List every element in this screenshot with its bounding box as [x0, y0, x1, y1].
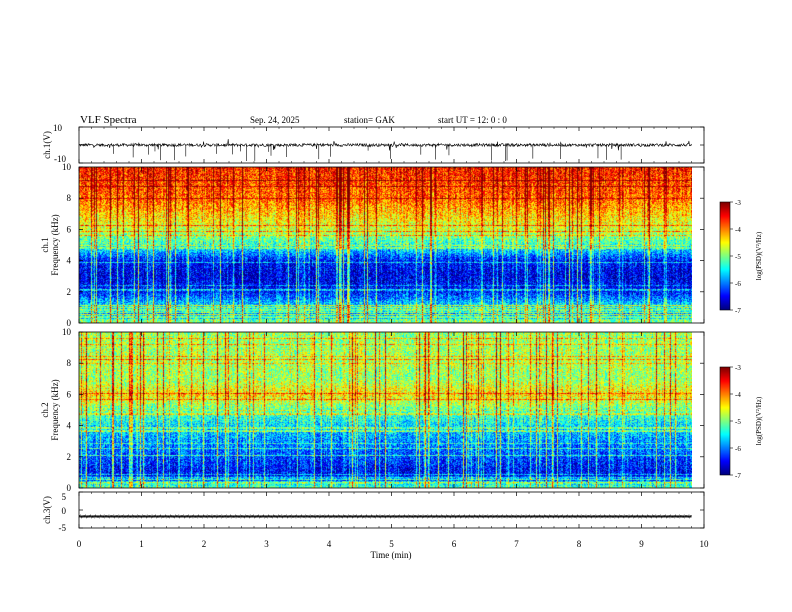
ch2-spec-ticks	[78, 331, 705, 489]
colorbar-tick-label: -6	[735, 280, 741, 288]
x-tick-label: 0	[77, 539, 82, 549]
ch3-waveform-panel: 5 0 -5 ch.3(V)	[42, 491, 705, 533]
ch1-spectrogram-panel: 0 2 4 6 8 10 ch.1 Frequency (kHz)	[40, 162, 705, 328]
ch2-spectrogram-image	[79, 332, 692, 488]
x-tick-label: 7	[514, 539, 519, 549]
spec-ytick-label: 4	[67, 421, 72, 431]
ch3-ytick-bottom: -5	[59, 523, 67, 533]
ch3-ytick-mid: 0	[62, 506, 67, 516]
ch1-spectrogram-image	[79, 167, 692, 323]
spec-ytick-label: 10	[62, 162, 72, 172]
x-axis-tick-labels: 0 1 2 3 4 5 6 7 8 9 10	[77, 539, 709, 549]
ch1-waveform-path	[79, 139, 692, 151]
ch2-spec-ylabel-frequency: Frequency (kHz)	[50, 379, 60, 440]
spec-ytick-label: 6	[67, 224, 72, 234]
station-label: station= GAK	[344, 115, 395, 125]
ch3-ylabel: ch.3(V)	[42, 496, 52, 524]
spec-ytick-label: 2	[67, 452, 72, 462]
ch3-waveform-line	[78, 514, 692, 519]
colorbar-tick-label: -3	[735, 364, 741, 372]
figure-title: VLF Spectra	[80, 114, 137, 126]
x-axis-label: Time (min)	[371, 550, 412, 560]
x-tick-label: 9	[639, 539, 644, 549]
ch1-spec-ticks	[78, 166, 705, 324]
x-tick-label: 8	[577, 539, 582, 549]
spec-ytick-label: 10	[62, 327, 72, 337]
spec-ytick-label: 0	[67, 483, 72, 493]
spec-ytick-label: 2	[67, 287, 72, 297]
x-tick-label: 3	[264, 539, 269, 549]
date-label: Sep. 24, 2025	[250, 115, 300, 125]
ch1-spec-ylabel-channel: ch.1	[40, 237, 50, 252]
x-tick-label: 2	[202, 539, 207, 549]
spec-ytick-label: 0	[67, 318, 72, 328]
ch3-waveform-path	[78, 514, 692, 519]
spec-ytick-label: 6	[67, 389, 72, 399]
colorbar-tick-label: -4	[735, 226, 741, 234]
ch3-waveform-ticks	[78, 491, 705, 529]
ch1-ytick-bottom: -10	[54, 154, 66, 164]
ch2-spec-ylabel-channel: ch.2	[40, 402, 50, 417]
ch3-ytick-top: 5	[62, 492, 67, 502]
colorbar-tick-label: -7	[735, 307, 741, 315]
ch1-colorbar-gradient	[720, 202, 730, 310]
ch2-colorbar-ticks: -3 -4 -5 -6 -7	[730, 364, 741, 480]
ch1-colorbar: -3 -4 -5 -6 -7 log(PSD)(V²/Hz)	[719, 199, 763, 315]
colorbar-tick-label: -5	[735, 418, 741, 426]
ch2-colorbar-label: log(PSD)(V²/Hz)	[755, 396, 763, 445]
ch1-spec-ytick-labels: 0 2 4 6 8 10	[62, 162, 72, 328]
colorbar-tick-label: -6	[735, 445, 741, 453]
ch1-ylabel: ch.1(V)	[42, 131, 52, 159]
colorbar-tick-label: -3	[735, 199, 741, 207]
spec-ytick-label: 8	[67, 193, 72, 203]
ch2-colorbar-gradient	[720, 367, 730, 475]
spec-ytick-label: 4	[67, 256, 72, 266]
ch1-waveform-ticks	[78, 126, 705, 164]
x-tick-label: 5	[389, 539, 394, 549]
colorbar-tick-label: -4	[735, 391, 741, 399]
ch2-spec-ytick-labels: 0 2 4 6 8 10	[62, 327, 72, 493]
ch1-colorbar-label: log(PSD)(V²/Hz)	[755, 231, 763, 280]
ch1-colorbar-ticks: -3 -4 -5 -6 -7	[730, 199, 741, 315]
ch1-waveform-line	[79, 139, 692, 162]
ch2-colorbar: -3 -4 -5 -6 -7 log(PSD)(V²/Hz)	[719, 364, 763, 480]
start-time-label: start UT = 12: 0 : 0	[438, 115, 507, 125]
x-tick-label: 6	[452, 539, 457, 549]
x-tick-label: 10	[700, 539, 710, 549]
ch1-waveform-panel: 10 -10 ch.1(V)	[42, 123, 705, 164]
x-tick-label: 1	[139, 539, 144, 549]
x-tick-label: 4	[327, 539, 332, 549]
ch3-frame	[78, 491, 705, 529]
colorbar-tick-label: -7	[735, 472, 741, 480]
spec-ytick-label: 8	[67, 358, 72, 368]
ch1-spec-ylabel-frequency: Frequency (kHz)	[50, 214, 60, 275]
ch2-spectrogram-panel: 0 2 4 6 8 10 ch.2 Frequency (kHz)	[40, 327, 705, 493]
ch1-ytick-top: 10	[53, 123, 63, 133]
colorbar-tick-label: -5	[735, 253, 741, 261]
